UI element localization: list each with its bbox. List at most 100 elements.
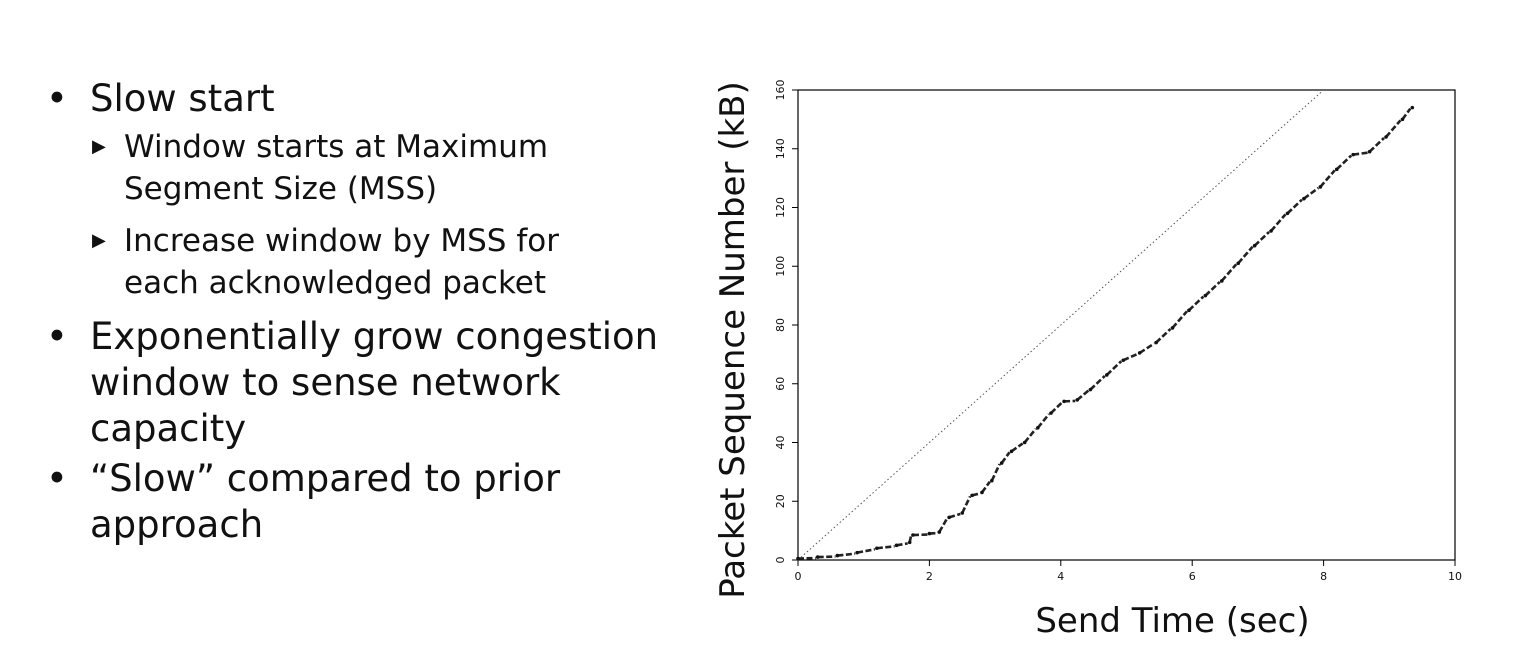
data-segment [1023,427,1037,444]
y-tick-label: 160 [774,80,787,101]
data-point [990,478,994,483]
data-segment [1138,342,1155,354]
data-point [927,531,932,536]
reference-line [797,89,1324,561]
bullet-line: window to sense network [90,361,561,404]
data-segment [1237,245,1254,265]
bullet-line: “Slow” compared to prior [90,457,561,500]
data-segment [876,545,895,550]
data-point [1088,387,1093,392]
data-point [1384,135,1388,139]
data-point [1269,229,1273,233]
y-axis-label: Packet Sequence Number (kB) [713,81,753,599]
data-point [1252,243,1257,248]
bullet-slow-compared: • “Slow” compared to prior approach [40,456,680,548]
data-segment [1155,327,1172,344]
data-segment [1122,352,1139,362]
sub-bullet-line: each acknowledged packet [124,265,547,301]
data-point [815,555,820,559]
data-segment [1105,360,1123,376]
data-point [1302,196,1306,201]
y-tick-label: 40 [774,436,787,450]
data-segment [1253,231,1270,247]
data-segment [1270,213,1287,232]
data-point [1400,117,1405,122]
data-segment [1303,186,1320,200]
bullet-line: approach [90,503,264,546]
data-segment [896,542,908,547]
data-point [1036,426,1040,430]
x-tick-label: 6 [1189,570,1196,583]
data-point [835,553,840,558]
bullet-dot: • [46,77,68,120]
data-point [1318,185,1323,189]
data-point [1285,211,1290,216]
data-point [1022,440,1027,445]
data-point [937,530,942,534]
y-tick-label: 80 [774,318,787,332]
bullet-exponential-growth: • Exponentially grow congestion window t… [40,314,680,452]
chart: 0 20 40 60 80 100 120 140 160 0 2 4 6 8 10 Send Time … [700,50,1500,654]
data-segment [1188,295,1205,312]
data-segment [961,495,972,514]
data-segment [1050,401,1063,415]
sub-bullet-line: Segment Size (MSS) [124,171,438,207]
bullet-dot: • [46,315,68,358]
data-point [960,511,965,515]
data-point [796,556,800,561]
data-segment [837,552,856,557]
x-tick-label: 4 [1057,570,1064,583]
data-segment [1089,374,1106,391]
sub-bullet-window-start: ▶ Window starts at Maximum Segment Size … [40,126,680,210]
bullet-list: • Slow start ▶ Window starts at Maximum … [40,76,680,552]
sub-bullet-line: Increase window by MSS for [124,223,559,259]
data-point [1170,326,1175,330]
data-point [1049,411,1053,415]
x-axis-label: Send Time (sec) [1035,601,1309,641]
data-point [855,550,859,555]
y-tick-label: 140 [774,138,787,159]
bullet-text: Slow start [90,77,275,120]
y-tick-label: 120 [774,197,787,218]
data-segment [1286,198,1303,215]
data-point [1104,373,1109,377]
x-tick-label: 8 [1320,570,1327,583]
data-segment [1204,280,1221,297]
plot-frame [797,89,1456,561]
chart-svg: 0 20 40 60 80 100 120 140 160 0 2 4 6 8 10 Send Time … [713,80,1462,642]
data-point [1121,358,1126,363]
data-segment [948,512,961,519]
bullet-slow-start: • Slow start [40,76,680,122]
x-tick-label: 10 [1448,570,1462,583]
data-point [1334,167,1339,172]
sub-bullet-line: Window starts at Maximum [124,129,549,165]
data-point [911,533,915,537]
data-point [1236,261,1240,266]
data-segment [1319,169,1336,188]
data-segment [1352,151,1368,156]
data-segment [1036,413,1050,429]
data-segment [1171,310,1188,329]
data-point [894,543,899,548]
data-point [1203,293,1208,298]
data-point [1062,399,1066,404]
data-point [947,515,951,520]
x-tick-label: 0 [795,570,802,583]
y-tick-label: 20 [774,494,787,508]
data-segment [1000,451,1011,464]
data-point [1009,449,1014,454]
data-point [970,493,974,498]
bullet-line: capacity [90,407,247,450]
triangle-bullet-icon: ▶ [92,230,106,251]
data-segment [990,463,1001,482]
data-point [1219,279,1224,283]
data-segment [1385,119,1402,138]
data-point [907,540,912,545]
data-point [999,461,1004,465]
triangle-bullet-icon: ▶ [92,136,106,157]
data-point [1137,351,1142,355]
x-tick-label: 2 [926,570,933,583]
x-axis: 0 2 4 6 8 10 [795,560,1462,583]
data-point [1154,340,1158,345]
data-segment [938,517,949,533]
